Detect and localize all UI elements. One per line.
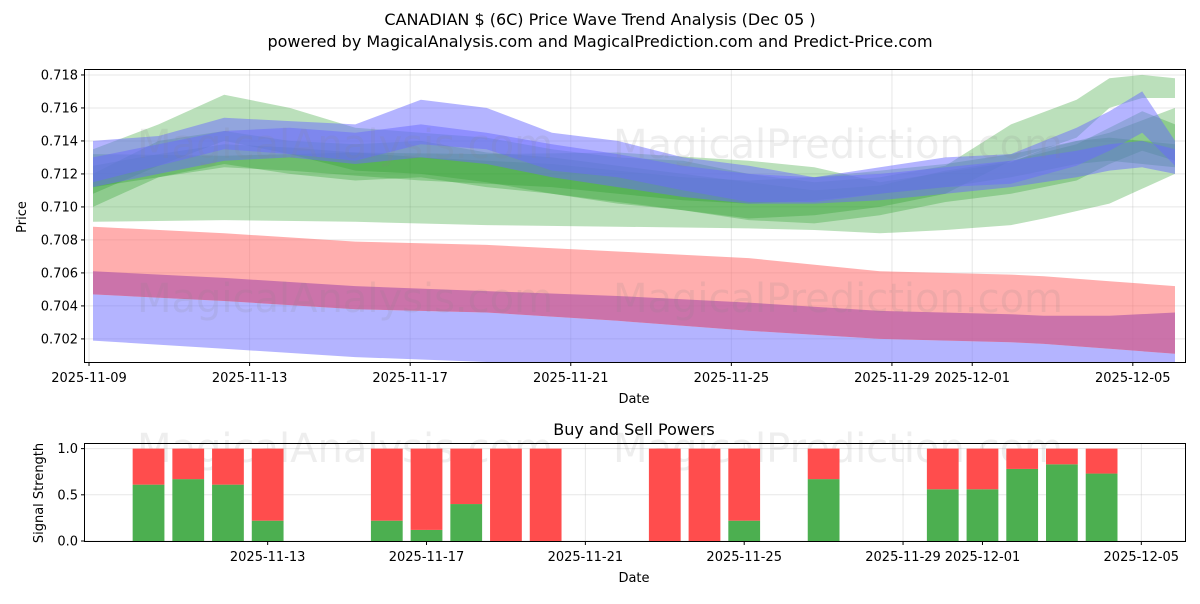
price-plot-frame: [84, 69, 1186, 363]
buy-bar: [807, 479, 840, 541]
buy-bar: [1006, 468, 1039, 541]
watermark-left: MagicalAnalysis.com: [137, 122, 553, 168]
buy-bar: [966, 489, 999, 541]
y-tick-label: 0.714: [41, 134, 78, 149]
y-tick-label: 0.710: [41, 200, 78, 215]
x-tick-label: 2025-11-29: [865, 550, 941, 565]
x-tick-label: 2025-11-13: [230, 550, 306, 565]
sell-bar: [450, 448, 483, 505]
bar-x-axis: 2025-11-13 2025-11-17 2025-11-21 2025-11-25…: [230, 541, 1179, 565]
buy-bar: [926, 489, 959, 541]
sell-bar: [370, 448, 403, 521]
sell-bar: [529, 448, 562, 541]
buy-bar: [370, 520, 403, 541]
bar-plot-frame: [84, 443, 1186, 542]
sell-bar: [172, 448, 205, 480]
x-tick-label: 2025-12-05: [1095, 371, 1171, 386]
x-tick-label: 2025-11-29: [854, 371, 930, 386]
buy-bar: [1085, 473, 1118, 541]
y-tick-label: 0.5: [57, 488, 78, 503]
buy-bar: [410, 529, 443, 541]
sell-bar: [926, 448, 959, 490]
price-band: [93, 271, 1175, 354]
x-tick-label: 2025-11-25: [694, 371, 770, 386]
bar-y-label: Signal Strength: [32, 443, 47, 543]
chart-title: CANADIAN $ (6C) Price Wave Trend Analysi…: [384, 10, 815, 29]
y-tick-label: 0.708: [41, 233, 78, 248]
sell-bar: [688, 448, 721, 541]
y-tick-label: 0.704: [41, 299, 78, 314]
x-tick-label: 2025-11-17: [372, 371, 448, 386]
y-tick-label: 0.712: [41, 167, 78, 182]
price-x-label: Date: [618, 392, 649, 407]
sell-bar: [728, 448, 761, 521]
sell-bar: [966, 448, 999, 490]
buy-bar: [1046, 464, 1078, 541]
sell-bar: [410, 448, 443, 530]
buy-bar: [212, 484, 244, 541]
bar-x-label: Date: [618, 571, 649, 586]
price-y-label: Price: [15, 201, 30, 233]
price-band: [93, 124, 1175, 204]
buy-sell-bars: [132, 448, 1118, 541]
x-tick-label: 2025-12-05: [1104, 550, 1180, 565]
buy-bar: [450, 504, 483, 541]
buy-bar: [172, 479, 205, 541]
sell-bar: [1006, 448, 1039, 469]
bar-y-axis: 0.0 0.5 1.0: [57, 442, 85, 550]
watermark-right: MagicalPrediction.com: [613, 122, 1063, 168]
y-tick-label: 0.0: [57, 535, 78, 550]
y-tick-label: 0.706: [41, 266, 78, 281]
price-y-axis: 0.702 0.704 0.706 0.708 0.710 0.712 0.714 0.716…: [41, 68, 85, 347]
x-tick-label: 2025-12-01: [945, 550, 1021, 565]
chart-subtitle: powered by MagicalAnalysis.com and Magic…: [267, 32, 932, 51]
x-tick-label: 2025-12-01: [934, 371, 1010, 386]
price-x-axis: 2025-11-09 2025-11-13 2025-11-17 2025-11-21…: [51, 362, 1171, 386]
x-tick-label: 2025-11-25: [706, 550, 782, 565]
x-tick-label: 2025-11-13: [212, 371, 288, 386]
sell-bar: [807, 448, 840, 480]
y-tick-label: 0.702: [41, 332, 78, 347]
y-tick-label: 0.718: [41, 68, 78, 83]
price-watermarks: MagicalAnalysis.com MagicalPrediction.co…: [137, 122, 1063, 322]
price-bands: [93, 74, 1175, 362]
sell-bar: [1085, 448, 1118, 474]
y-tick-label: 1.0: [57, 442, 78, 457]
price-band: [93, 294, 1175, 362]
buy-bar: [251, 520, 284, 541]
sell-bar: [1046, 448, 1078, 465]
x-tick-label: 2025-11-21: [548, 550, 624, 565]
bar-chart-title: Buy and Sell Powers: [553, 420, 715, 439]
watermark-left: MagicalAnalysis.com: [137, 276, 553, 322]
sell-bar: [251, 448, 284, 521]
sell-bar: [490, 448, 522, 541]
sell-bar: [132, 448, 165, 485]
buy-bar: [132, 484, 165, 541]
x-tick-label: 2025-11-21: [533, 371, 609, 386]
watermark-right: MagicalPrediction.com: [613, 276, 1063, 322]
sell-bar: [212, 448, 244, 485]
sell-bar: [648, 448, 681, 541]
x-tick-label: 2025-11-17: [389, 550, 465, 565]
y-tick-label: 0.716: [41, 101, 78, 116]
x-tick-label: 2025-11-09: [51, 371, 127, 386]
buy-bar: [728, 520, 761, 541]
watermark-left: MagicalAnalysis.com: [137, 426, 553, 472]
